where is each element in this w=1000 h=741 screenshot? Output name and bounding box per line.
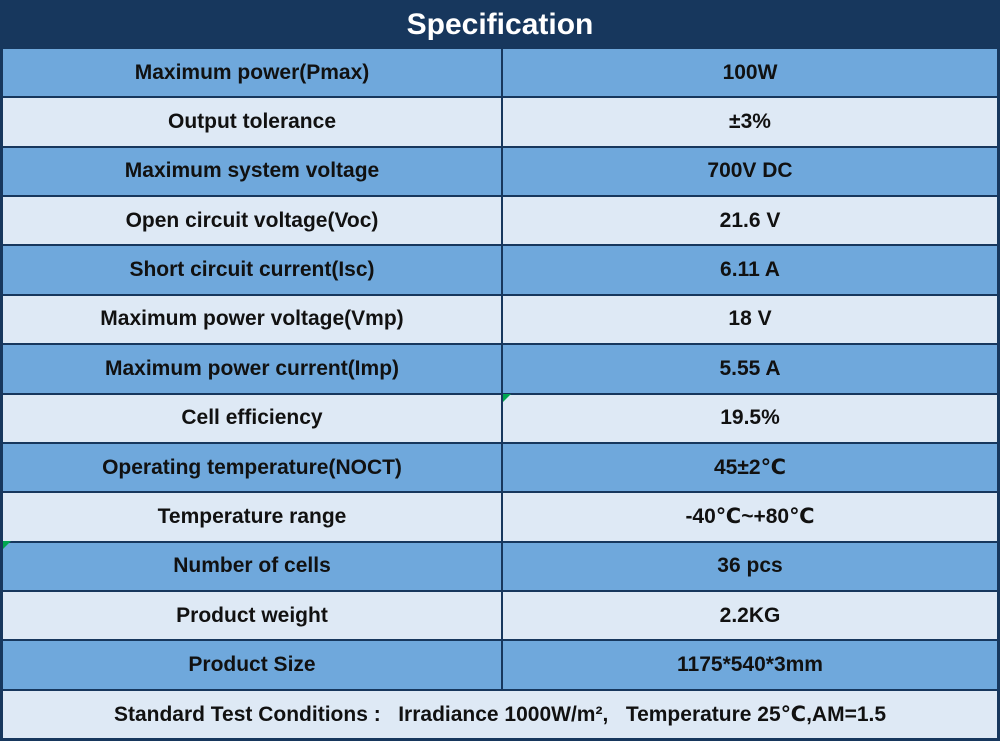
spec-value: 36 pcs — [717, 554, 783, 578]
spec-value: 1175*540*3mm — [677, 652, 823, 676]
spec-label: Maximum system voltage — [3, 147, 503, 196]
table-title: Specification — [3, 3, 997, 47]
spec-label: Maximum power(Pmax) — [3, 49, 503, 97]
table-row: Product weight 2.2KG — [3, 589, 997, 640]
spec-label: Operating temperature(NOCT) — [3, 443, 503, 492]
spec-value: 700V DC — [707, 159, 793, 183]
table-row: Maximum power(Pmax) 100W — [3, 47, 997, 97]
table-row: Temperature range -40℃~+80℃ — [3, 491, 997, 541]
spec-value: 18 V — [728, 307, 772, 331]
green-corner-marker — [3, 541, 11, 549]
table-row: Maximum system voltage 700V DC — [3, 145, 997, 196]
spec-label: Product Size — [3, 641, 503, 689]
spec-value: 5.55 A — [719, 356, 781, 380]
spec-value: ±3% — [729, 110, 771, 134]
spec-value: 100W — [722, 60, 778, 84]
standard-test-conditions-row: Standard Test Conditions : Irradiance 10… — [3, 688, 997, 739]
table-row: Product Size 1175*540*3mm — [3, 639, 997, 689]
spec-label: Maximum power current(Imp) — [3, 345, 503, 393]
spec-label: Short circuit current(Isc) — [3, 246, 503, 294]
spec-value: 19.5% — [720, 406, 780, 430]
table-row: Short circuit current(Isc) 6.11 A — [3, 244, 997, 294]
table-row: Open circuit voltage(Voc) 21.6 V — [3, 195, 997, 245]
spec-label: Cell efficiency — [3, 394, 503, 442]
spec-value: 2.2KG — [719, 603, 781, 627]
table-row: Number of cells 36 pcs — [3, 540, 997, 590]
spec-label: Maximum power voltage(Vmp) — [3, 295, 503, 344]
spec-label: Product weight — [3, 591, 503, 640]
standard-test-conditions-text: Standard Test Conditions : Irradiance 10… — [113, 702, 887, 726]
spec-value: 45±2℃ — [714, 456, 786, 480]
table-row: Operating temperature(NOCT) 45±2℃ — [3, 441, 997, 492]
table-row: Maximum power current(Imp) 5.55 A — [3, 343, 997, 393]
spec-label: Temperature range — [3, 493, 503, 541]
table-row: Maximum power voltage(Vmp) 18 V — [3, 293, 997, 344]
spec-value: -40℃~+80℃ — [685, 505, 815, 529]
green-corner-marker — [503, 394, 511, 402]
table-row: Output tolerance ±3% — [3, 96, 997, 146]
spec-value: 6.11 A — [720, 258, 780, 282]
table-title-text: Specification — [406, 8, 594, 41]
table-row: Cell efficiency 19.5% — [3, 392, 997, 442]
spec-label: Open circuit voltage(Voc) — [3, 197, 503, 245]
spec-label: Output tolerance — [3, 98, 503, 146]
spec-value: 21.6 V — [719, 208, 781, 232]
spec-label: Number of cells — [3, 542, 503, 590]
